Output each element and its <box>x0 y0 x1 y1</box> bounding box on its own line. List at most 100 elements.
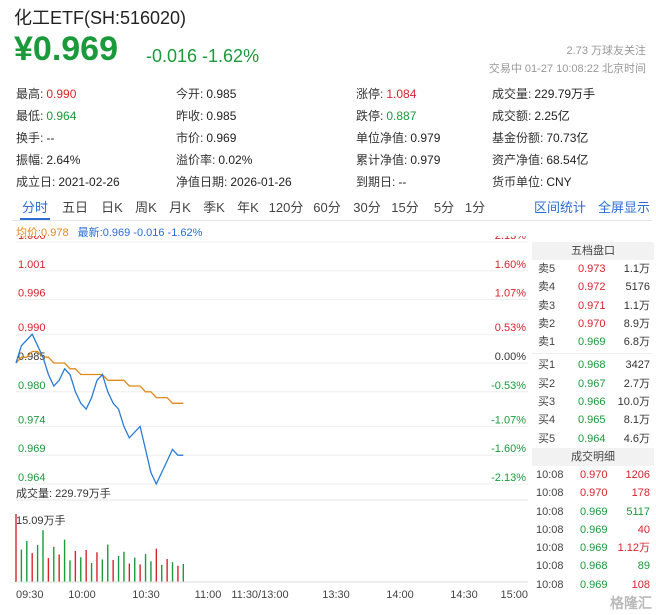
x-tick-label: 13:30 <box>322 589 350 601</box>
ask-label: 卖4 <box>538 281 556 294</box>
bid-price: 0.965 <box>578 414 606 427</box>
trade-volume: 1.12万 <box>617 542 650 555</box>
y-tick-pct: -1.07% <box>491 414 526 426</box>
bid-price: 0.964 <box>578 432 606 445</box>
y-tick-pct: 1.60% <box>495 259 526 271</box>
intraday-chart[interactable]: 1.006 2.13% 1.001 1.60% 0.996 1.07% 0.990 0.53%… <box>0 236 530 601</box>
fullscreen-link[interactable]: 全屏显示 <box>597 200 650 215</box>
tab-11[interactable]: 5分 <box>433 200 455 215</box>
fund-title: 化工ETF(SH:516020) <box>14 8 187 28</box>
stat-9: 市价: 0.969 <box>176 128 236 148</box>
tab-divider <box>12 220 652 221</box>
tab-5[interactable]: 季K <box>203 200 225 215</box>
trade-row: 10:08 0.969 5117 <box>532 503 654 521</box>
tab-12[interactable]: 1分 <box>464 200 486 215</box>
stat-value: -- <box>398 175 407 189</box>
trade-time: 10:08 <box>536 468 564 481</box>
ask-label: 卖5 <box>538 263 556 275</box>
ask-row: 卖5 0.973 1.1万 <box>532 260 654 278</box>
ask-label: 卖1 <box>538 336 556 349</box>
bid-row: 买3 0.966 10.0万 <box>532 393 654 411</box>
bid-price: 0.968 <box>578 359 606 372</box>
order-book-divider <box>532 353 654 355</box>
stat-value: 0.990 <box>46 87 77 101</box>
stat-label: 单位净值: <box>356 131 408 145</box>
stat-14: 累计净值: 0.979 <box>356 150 440 170</box>
trade-row: 10:08 0.970 178 <box>532 484 654 502</box>
stat-label: 换手: <box>16 131 44 145</box>
y-tick-price: 1.006 <box>18 236 46 242</box>
order-book-panel: 五档盘口 卖5 0.973 1.1万 卖4 0.972 5176 卖3 0.971 1.1万 卖2 0… <box>532 242 654 594</box>
y-tick-price: 0.964 <box>18 472 46 484</box>
stat-value: 1.084 <box>386 87 417 101</box>
y-tick-price: 0.969 <box>18 443 46 455</box>
ask-volume: 1.1万 <box>623 263 650 275</box>
trade-status: 交易中 01-27 10:08:22 北京时间 <box>488 63 646 75</box>
tab-2[interactable]: 日K <box>101 200 123 215</box>
stat-label: 到期日: <box>356 175 396 189</box>
y-tick-pct: 1.07% <box>495 288 526 300</box>
stat-11: 基金份额: 70.73亿 <box>492 128 588 148</box>
stat-3: 成交量: 229.79万手 <box>492 84 595 104</box>
stat-12: 振幅: 2.64% <box>16 150 80 170</box>
tab-1[interactable]: 五日 <box>61 200 88 215</box>
x-tick-label: 14:00 <box>386 589 414 601</box>
ask-price: 0.969 <box>578 336 606 349</box>
tab-6[interactable]: 年K <box>237 200 259 215</box>
bid-volume: 4.6万 <box>623 432 650 445</box>
stat-value: 0.979 <box>410 131 441 145</box>
stat-0: 最高: 0.990 <box>16 84 76 104</box>
ask-row: 卖4 0.972 5176 <box>532 278 654 296</box>
stat-16: 成立日: 2021-02-26 <box>16 172 120 192</box>
ask-price: 0.970 <box>578 317 606 330</box>
y-tick-pct: 2.13% <box>495 236 526 242</box>
trade-row: 10:08 0.969 1.12万 <box>532 539 654 557</box>
trade-price: 0.969 <box>580 505 608 518</box>
ask-volume: 1.1万 <box>623 299 650 312</box>
tab-8[interactable]: 60分 <box>313 200 341 215</box>
stat-value: -- <box>46 131 55 145</box>
stat-label: 今开: <box>176 87 204 101</box>
tab-0[interactable]: 分时 <box>20 198 50 220</box>
stat-5: 昨收: 0.985 <box>176 106 236 126</box>
chart-svg[interactable]: 1.006 2.13% 1.001 1.60% 0.996 1.07% 0.990 0.53%… <box>0 236 530 601</box>
stat-17: 净值日期: 2026-01-26 <box>176 172 292 192</box>
y-tick-pct: -2.13% <box>491 472 526 484</box>
trade-row: 10:08 0.968 89 <box>532 557 654 575</box>
y-tick-pct: 0.53% <box>495 322 526 334</box>
stat-value: 0.985 <box>206 87 237 101</box>
bid-volume: 3427 <box>625 359 650 372</box>
followers-count[interactable]: 2.73 万球友关注 <box>566 45 646 57</box>
y-tick-pct: -1.60% <box>491 443 526 455</box>
ask-volume: 6.8万 <box>623 336 650 349</box>
volume-max-label: 15.09万手 <box>16 513 66 527</box>
ask-label: 卖3 <box>538 299 556 312</box>
trade-price: 0.969 <box>580 578 608 591</box>
range-stats-link[interactable]: 区间统计 <box>533 200 586 215</box>
stat-label: 最低: <box>16 109 44 123</box>
ask-row: 卖1 0.969 6.8万 <box>532 333 654 351</box>
avg-price-line <box>15 350 184 404</box>
stat-7: 成交额: 2.25亿 <box>492 106 570 126</box>
stat-label: 市价: <box>176 131 204 145</box>
x-tick-label: 11:00 <box>195 589 222 601</box>
y-tick-pct: -0.53% <box>491 380 526 392</box>
stat-value: 0.979 <box>410 153 441 167</box>
tab-10[interactable]: 15分 <box>391 200 419 215</box>
trade-time: 10:08 <box>536 505 564 518</box>
x-tick-label: 09:30 <box>16 589 44 601</box>
trade-time: 10:08 <box>536 487 564 500</box>
stat-15: 资产净值: 68.54亿 <box>492 150 588 170</box>
trade-volume: 5117 <box>626 505 650 518</box>
stat-value: 2.25亿 <box>534 109 570 123</box>
tab-9[interactable]: 30分 <box>353 200 381 215</box>
bid-row: 买1 0.968 3427 <box>532 356 654 374</box>
stat-value: CNY <box>546 175 572 189</box>
stat-label: 成交额: <box>492 109 532 123</box>
tab-4[interactable]: 月K <box>169 200 191 215</box>
stat-value: 0.887 <box>386 109 417 123</box>
tab-3[interactable]: 周K <box>135 200 157 215</box>
bid-label: 买5 <box>538 432 556 445</box>
tab-7[interactable]: 120分 <box>268 200 304 215</box>
y-tick-pct: 0.00% <box>495 351 526 363</box>
